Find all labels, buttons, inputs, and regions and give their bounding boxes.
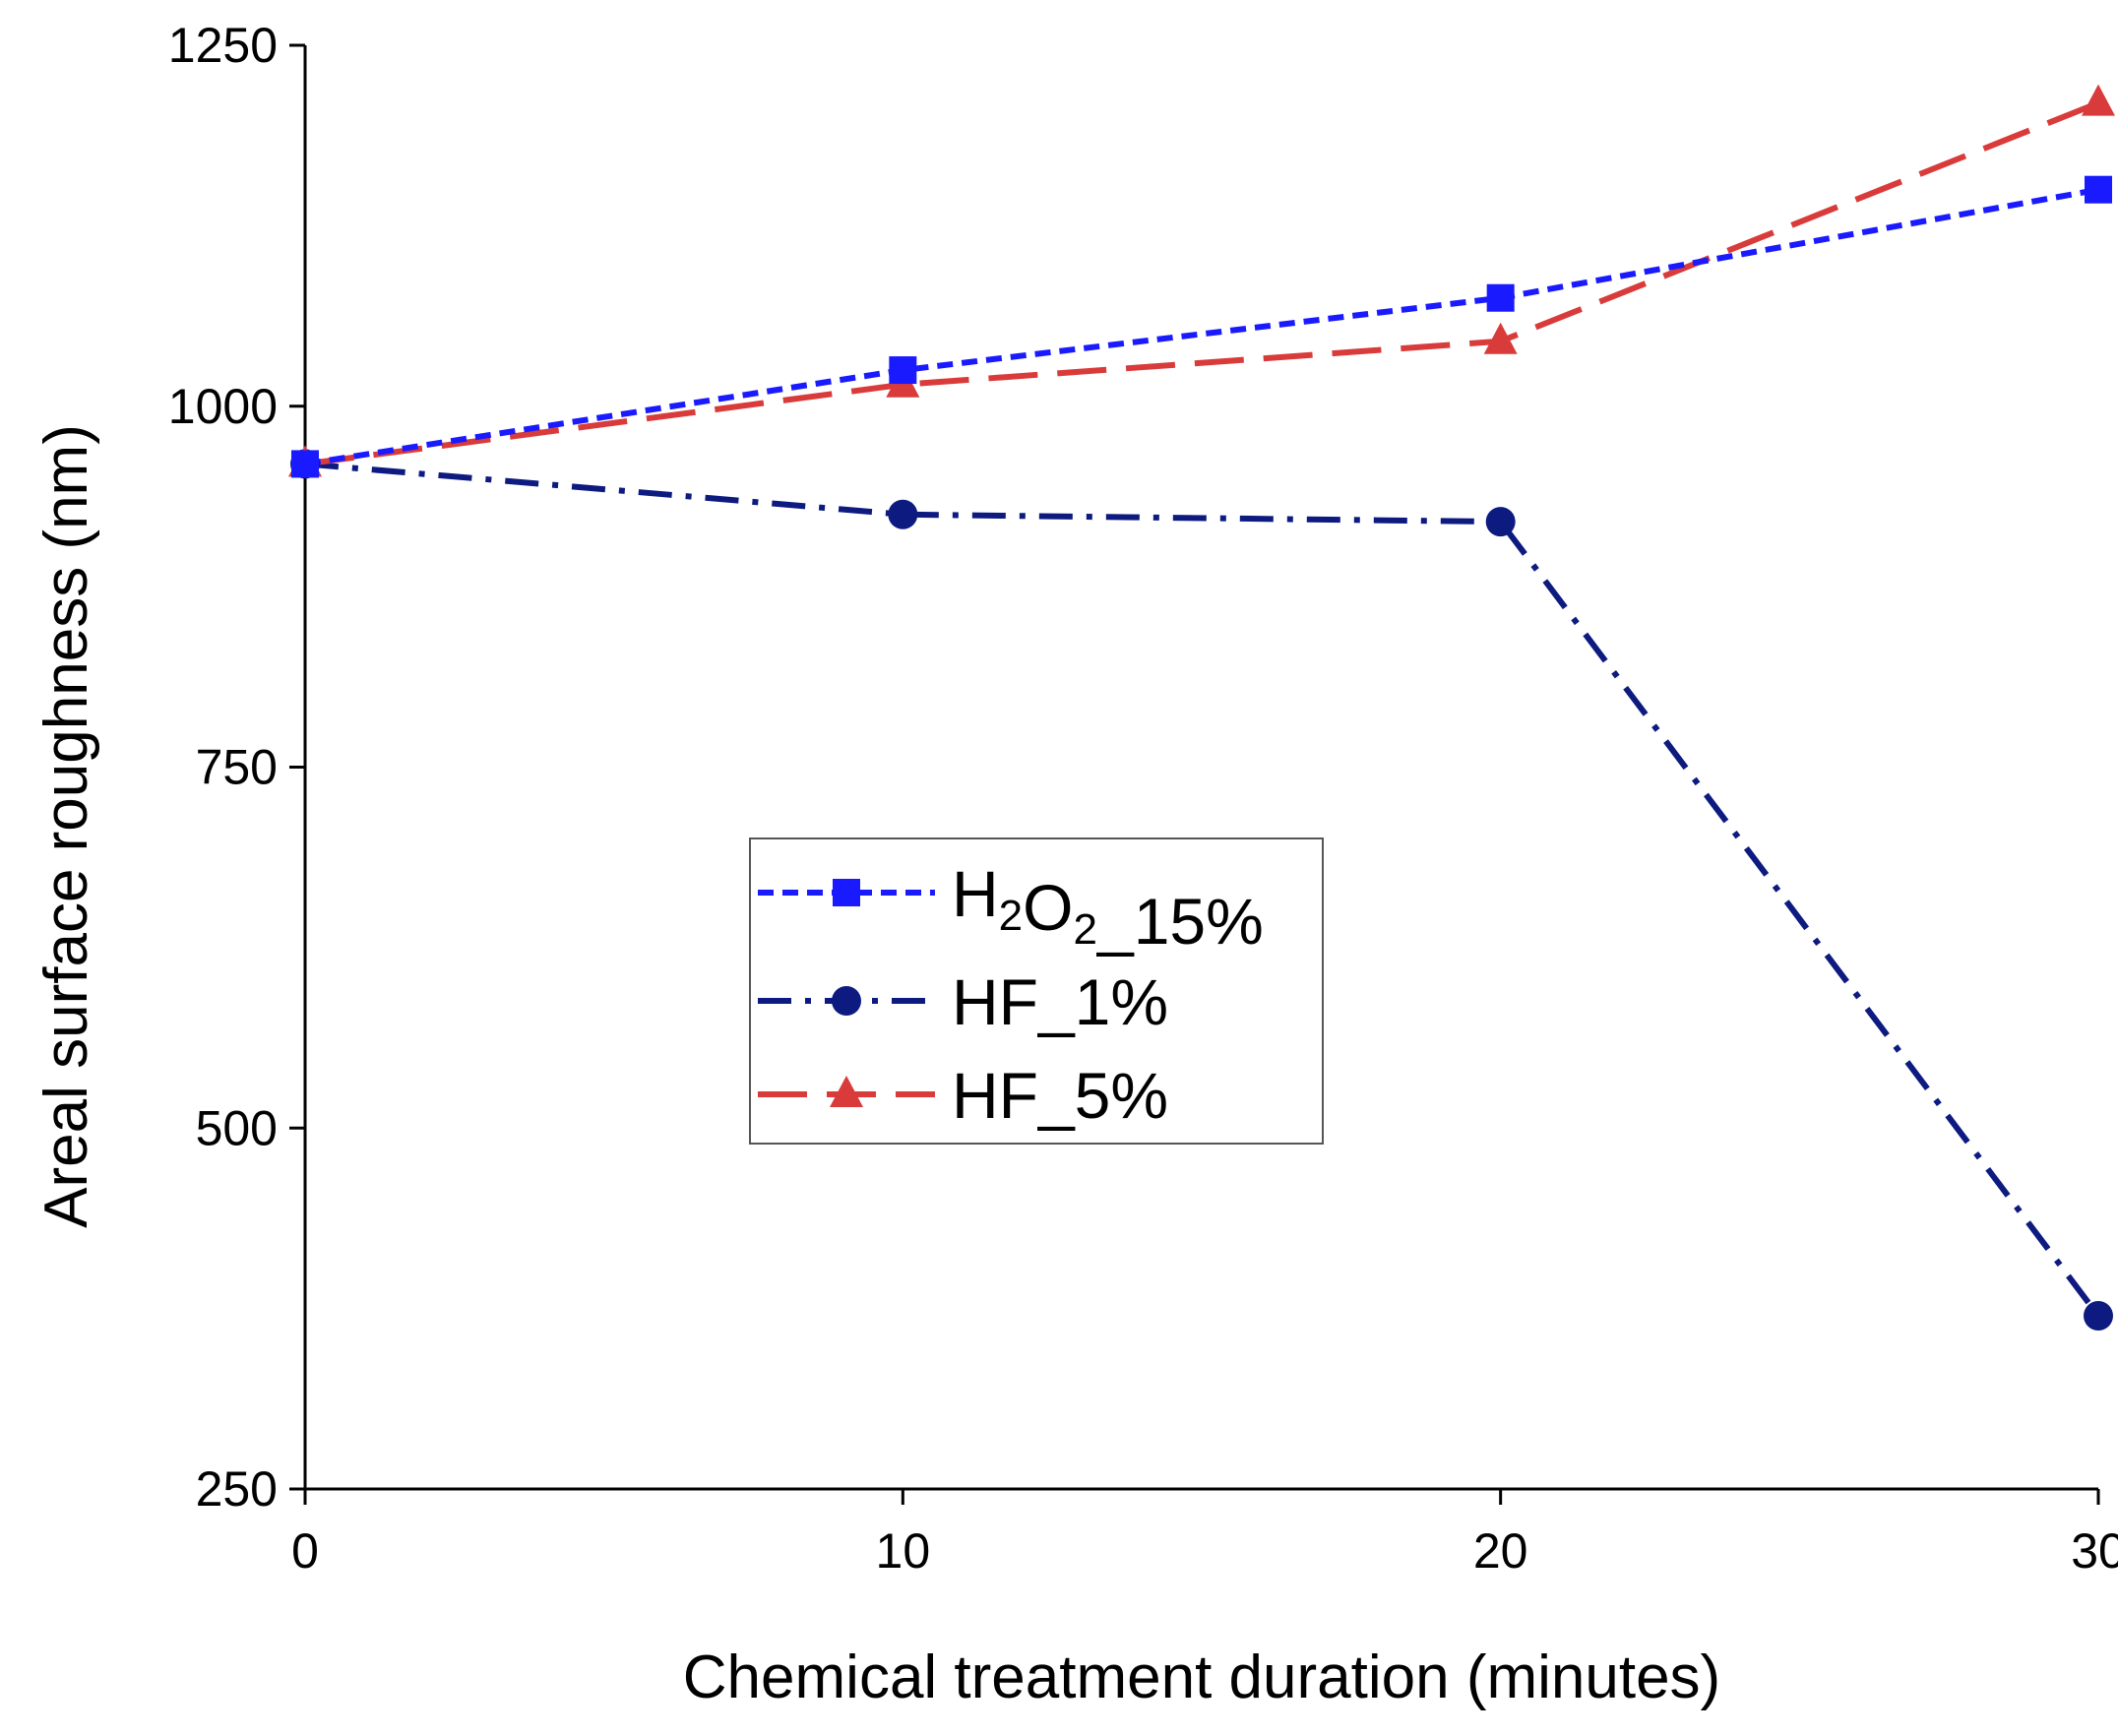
legend-marker-HF_1% bbox=[832, 986, 861, 1016]
y-tick-label: 1250 bbox=[168, 18, 278, 73]
y-tick-label: 250 bbox=[196, 1461, 278, 1517]
series-line-HF_5% bbox=[304, 99, 2100, 467]
legend: H2O2_15%HF_1%HF_5% bbox=[749, 837, 1324, 1145]
data-point-HF_1% bbox=[1485, 507, 1516, 537]
legend-text-part: HF_1% bbox=[952, 965, 1168, 1038]
data-point-HF_1% bbox=[888, 499, 918, 529]
legend-text-part: H bbox=[952, 857, 999, 930]
legend-text-part: O bbox=[1023, 871, 1073, 944]
legend-label-HF_5%: HF_5% bbox=[952, 1059, 1168, 1132]
x-tick-label: 20 bbox=[1473, 1523, 1528, 1579]
tick-labels: 250 500 750 1000 1250 0 10 20 30 bbox=[168, 18, 2118, 1579]
series bbox=[288, 84, 2115, 1331]
x-tick-label: 0 bbox=[291, 1523, 319, 1579]
series-line-HF_1% bbox=[304, 461, 2101, 1318]
legend-label-HF_1%: HF_1% bbox=[952, 965, 1168, 1038]
data-point-H2O2_15% bbox=[1486, 283, 1515, 312]
axes bbox=[303, 45, 2098, 1491]
tick-marks bbox=[289, 43, 2100, 1505]
y-tick-label: 750 bbox=[196, 740, 278, 795]
x-tick-label: 10 bbox=[876, 1523, 931, 1579]
legend-label-H2O2_15%: H2O2_15% bbox=[952, 857, 1264, 958]
data-point-H2O2_15% bbox=[2085, 175, 2112, 204]
data-point-H2O2_15% bbox=[291, 450, 319, 478]
data-point-HF_1% bbox=[2084, 1300, 2113, 1331]
data-point-HF_5% bbox=[2082, 84, 2115, 116]
legend-subscript: 2 bbox=[1074, 905, 1097, 954]
x-axis-title: Chemical treatment duration (minutes) bbox=[683, 1643, 1720, 1711]
legend-text-part: HF_5% bbox=[952, 1059, 1168, 1132]
data-point-HF_5% bbox=[1483, 322, 1518, 354]
legend-marker-H2O2_15% bbox=[833, 879, 860, 906]
y-tick-label: 500 bbox=[196, 1100, 278, 1155]
series-line-H2O2_15% bbox=[304, 186, 2099, 467]
y-tick-label: 1000 bbox=[168, 379, 278, 434]
legend-marker-HF_5% bbox=[830, 1076, 863, 1107]
y-axis-title: Areal surface roughness (nm) bbox=[32, 424, 100, 1228]
x-tick-label: 30 bbox=[2071, 1523, 2118, 1579]
legend-subscript: 2 bbox=[999, 892, 1023, 940]
legend-text-part: _15% bbox=[1096, 885, 1264, 958]
data-point-H2O2_15% bbox=[889, 356, 917, 385]
